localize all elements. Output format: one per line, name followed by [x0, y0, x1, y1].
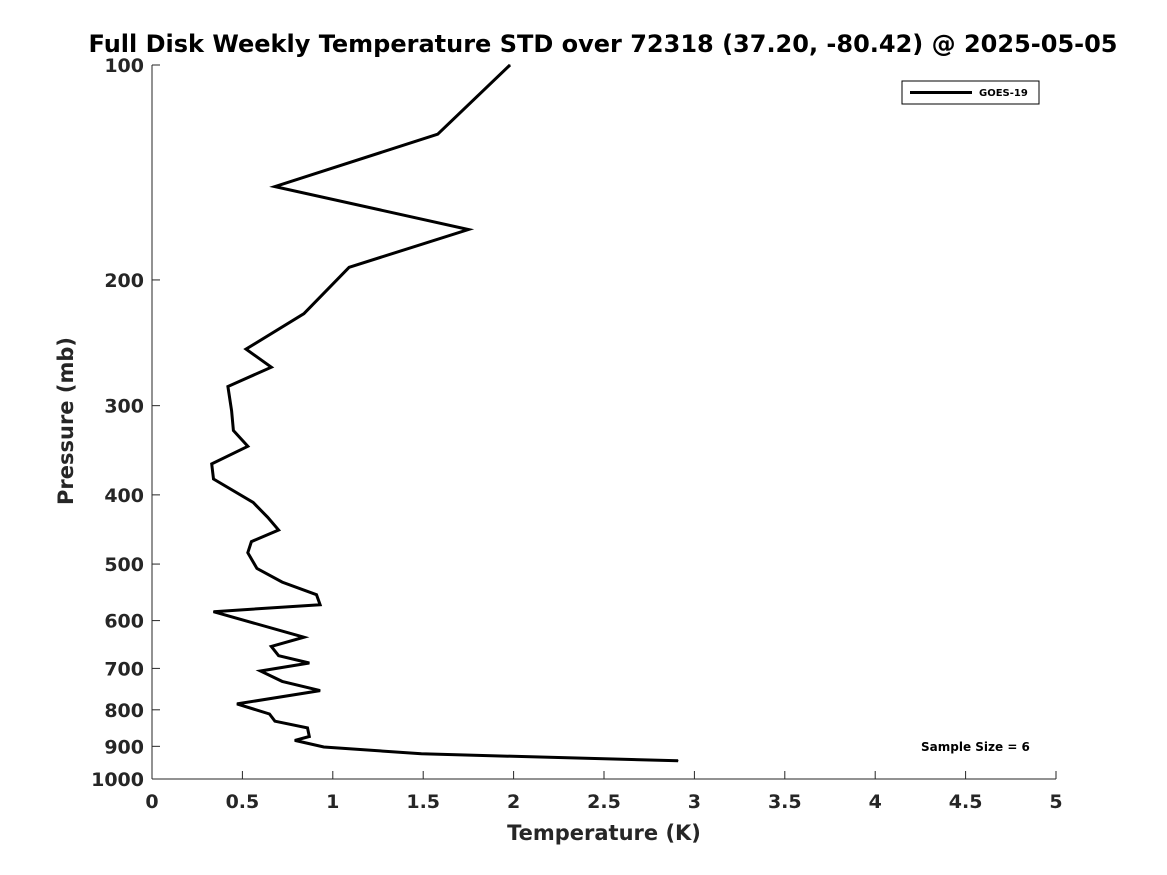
- chart-title: Full Disk Weekly Temperature STD over 72…: [89, 30, 1118, 58]
- x-tick-label: 1.5: [406, 791, 440, 813]
- data-point: [348, 266, 350, 268]
- legend-label-goes-19: GOES-19: [979, 88, 1028, 99]
- data-point: [437, 133, 439, 135]
- y-tick-label: 1000: [91, 769, 144, 791]
- x-tick-label: 3: [688, 791, 701, 813]
- data-point: [278, 655, 280, 657]
- data-point: [231, 410, 233, 412]
- data-point: [303, 636, 305, 638]
- data-point: [270, 366, 272, 368]
- data-point: [211, 463, 213, 465]
- x-tick-label: 2.5: [587, 791, 621, 813]
- data-point: [250, 541, 252, 543]
- data-point: [281, 680, 283, 682]
- data-point: [274, 186, 276, 188]
- data-point: [281, 581, 283, 583]
- sample-size-annotation: Sample Size = 6: [921, 740, 1030, 754]
- x-tick-label: 4: [869, 791, 882, 813]
- data-point: [232, 430, 234, 431]
- data-point: [274, 720, 276, 722]
- x-tick-label: 5: [1049, 791, 1062, 813]
- data-point: [420, 753, 422, 755]
- data-point: [308, 662, 310, 664]
- x-tick-label: 2: [507, 791, 520, 813]
- data-point: [677, 760, 679, 762]
- data-point: [267, 516, 269, 518]
- data-point: [303, 313, 305, 315]
- data-point: [319, 604, 321, 606]
- data-point: [308, 736, 310, 737]
- data-point: [278, 529, 280, 531]
- data-point: [256, 567, 258, 569]
- y-tick-label: 100: [104, 55, 144, 77]
- x-tick-label: 1: [326, 791, 339, 813]
- data-point: [213, 478, 214, 480]
- data-point: [247, 552, 249, 554]
- x-axis: 0 0.5 1 1.5 2 2.5 3 3.5 4 4.5 5: [145, 771, 1063, 813]
- data-point: [260, 670, 261, 672]
- data-point: [294, 739, 296, 741]
- data-point: [236, 703, 238, 705]
- data-point: [247, 445, 249, 447]
- y-tick-label: 200: [104, 270, 144, 292]
- x-tick-label: 0.5: [226, 791, 260, 813]
- data-point: [316, 594, 317, 596]
- data-point: [509, 64, 511, 66]
- x-tick-label: 4.5: [949, 791, 983, 813]
- y-tick-label: 300: [104, 396, 144, 418]
- data-point: [213, 611, 214, 613]
- data-point: [245, 348, 247, 350]
- y-tick-label: 800: [104, 700, 144, 722]
- x-tick-label: 3.5: [768, 791, 802, 813]
- data-point: [227, 386, 229, 387]
- data-point: [270, 645, 272, 647]
- legend: GOES-19: [901, 80, 1040, 105]
- y-tick-label: 900: [104, 736, 144, 758]
- data-point: [319, 690, 321, 692]
- y-axis-label: Pressure (mb): [54, 337, 78, 505]
- y-tick-label: 400: [104, 485, 144, 507]
- y-tick-label: 700: [104, 658, 144, 680]
- y-axis: 100 200 300 400 500 600 700 800 900 1000: [91, 55, 160, 791]
- data-point: [307, 727, 308, 729]
- x-axis-label: Temperature (K): [507, 821, 701, 845]
- data-point: [467, 229, 469, 230]
- y-tick-label: 500: [104, 554, 144, 576]
- x-tick-label: 0: [145, 791, 158, 813]
- data-point: [323, 746, 325, 748]
- series-group: [210, 63, 679, 763]
- data-point: [269, 713, 270, 715]
- series-line-goes-19: [210, 63, 679, 763]
- data-point: [252, 502, 254, 503]
- y-tick-label: 600: [104, 611, 144, 633]
